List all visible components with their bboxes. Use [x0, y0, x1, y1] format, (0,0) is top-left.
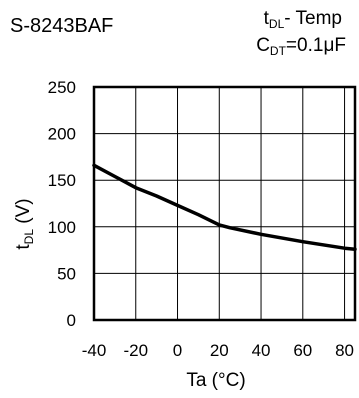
- subtitle2-main: C: [256, 35, 270, 56]
- x-tick-label-6: 80: [335, 341, 354, 360]
- y-tick-labels: 0 50 100 150 200 250: [48, 78, 76, 330]
- y-tick-label-1: 50: [57, 264, 76, 283]
- y-tick-label-4: 200: [48, 125, 76, 144]
- ylabel-main: t: [13, 244, 34, 250]
- chart-subtitle-line1: tDL- Temp: [264, 8, 342, 31]
- y-tick-label-3: 150: [48, 171, 76, 190]
- x-tick-label-5: 60: [293, 341, 312, 360]
- y-tick-label-0: 0: [67, 311, 76, 330]
- ylabel-rest: (V): [13, 198, 34, 229]
- x-tick-label-1: -20: [123, 341, 148, 360]
- x-tick-label-3: 20: [210, 341, 229, 360]
- subtitle2-sub: DT: [270, 44, 287, 58]
- grid: [94, 87, 355, 320]
- y-tick-label-5: 250: [48, 78, 76, 97]
- subtitle1-rest: - Temp: [284, 8, 342, 29]
- x-tick-label-4: 40: [252, 341, 271, 360]
- series-layer: [92, 163, 357, 251]
- plot-frame: [92, 85, 357, 322]
- x-tick-label-2: 0: [173, 341, 182, 360]
- subtitle2-rest: =0.1: [286, 35, 324, 56]
- x-tick-labels: -40 -20 0 20 40 60 80: [82, 341, 354, 360]
- x-tick-label-0: -40: [82, 341, 107, 360]
- x-axis-label: Ta (°C): [186, 370, 245, 391]
- subtitle1-sub: DL: [269, 17, 285, 31]
- y-tick-label-2: 100: [48, 218, 76, 237]
- y-axis-label: tDL (V): [13, 198, 36, 249]
- chart-subtitle-line2: CDT=0.1μF: [256, 35, 346, 58]
- ylabel-sub: DL: [22, 229, 36, 245]
- subtitle1-main: t: [264, 8, 270, 29]
- chart-title: S-8243BAF: [10, 15, 113, 37]
- subtitle2-unit: μF: [323, 35, 346, 56]
- series-line-0: [92, 163, 357, 251]
